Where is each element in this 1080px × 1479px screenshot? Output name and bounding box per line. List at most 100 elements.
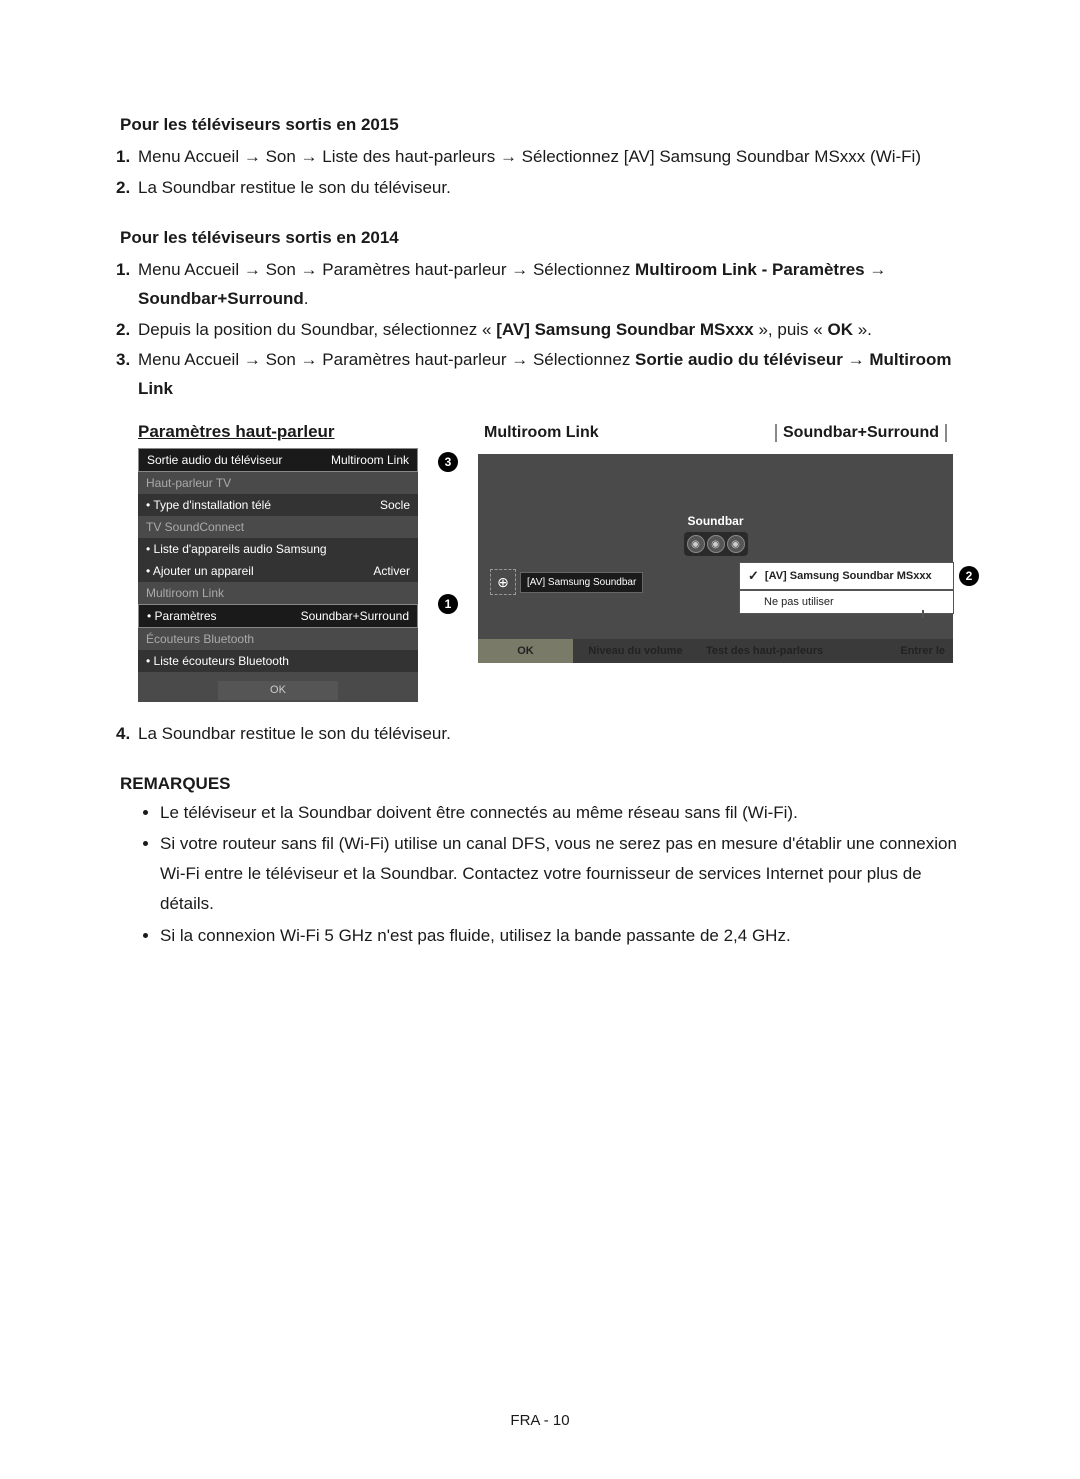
menu-row-multiroom: Multiroom Link bbox=[138, 582, 418, 604]
menu-row-parametres[interactable]: • Paramètres Soundbar+Surround bbox=[138, 604, 418, 628]
menu-label: • Type d'installation télé bbox=[146, 496, 271, 514]
step-text: Paramètres haut-parleur bbox=[318, 260, 512, 279]
steps-2014: 1. Menu Accueil → Son → Paramètres haut-… bbox=[120, 256, 960, 404]
bottom-bar: OK Niveau du volume Test des haut-parleu… bbox=[478, 639, 953, 663]
soundbar-label: Soundbar bbox=[684, 514, 748, 528]
menu-label: • Liste d'appareils audio Samsung bbox=[146, 540, 327, 558]
remarques-list: Le téléviseur et la Soundbar doivent êtr… bbox=[120, 798, 960, 951]
step-2014-2: 2. Depuis la position du Soundbar, sélec… bbox=[138, 316, 960, 345]
step-2014-3: 3. Menu Accueil → Son → Paramètres haut-… bbox=[138, 346, 960, 404]
arrow-icon: → bbox=[301, 260, 318, 279]
step-bold: [AV] Samsung Soundbar MSxxx bbox=[496, 320, 754, 339]
step-text: Sélectionnez bbox=[528, 260, 635, 279]
menu-row-audio-output[interactable]: Sortie audio du téléviseur Multiroom Link bbox=[138, 448, 418, 472]
step-2014-1: 1. Menu Accueil → Son → Paramètres haut-… bbox=[138, 256, 960, 314]
step-2015-1: 1. Menu Accueil → Son → Liste des haut-p… bbox=[138, 143, 960, 172]
add-speaker-icon[interactable]: ⊕ bbox=[490, 569, 516, 595]
callout-3: 3 bbox=[438, 452, 458, 472]
menu-value: Activer bbox=[373, 562, 410, 580]
arrow-icon: → bbox=[244, 350, 261, 369]
check-icon: ✓ bbox=[748, 568, 759, 584]
step-text: Son bbox=[261, 350, 301, 369]
step-text: La Soundbar restitue le son du téléviseu… bbox=[138, 178, 451, 197]
multiroom-header: Multiroom Link Soundbar+Surround bbox=[478, 422, 953, 444]
speaker-icon: ◉ bbox=[727, 535, 745, 553]
callout-1: 1 bbox=[438, 594, 458, 614]
dropdown-option-soundbar[interactable]: ✓ [AV] Samsung Soundbar MSxxx bbox=[739, 562, 954, 590]
steps-2014-cont: 4.La Soundbar restitue le son du télévis… bbox=[120, 720, 960, 749]
step-text: Sélectionnez bbox=[528, 350, 635, 369]
menu-label: • Liste écouteurs Bluetooth bbox=[146, 652, 289, 670]
header-right: Soundbar+Surround bbox=[775, 424, 947, 442]
menu-row-tv-speaker: Haut-parleur TV bbox=[138, 472, 418, 494]
arrow-icon: → bbox=[244, 147, 261, 166]
menu-row-device-list[interactable]: • Liste d'appareils audio Samsung bbox=[138, 538, 418, 560]
remarques-title: REMARQUES bbox=[120, 774, 960, 794]
menu-label: Écouteurs Bluetooth bbox=[146, 630, 254, 648]
step-text: », puis « bbox=[754, 320, 828, 339]
step-bold: Soundbar+Surround bbox=[138, 289, 304, 308]
header-left: Multiroom Link bbox=[484, 424, 599, 442]
step-text: Menu Accueil bbox=[138, 260, 244, 279]
menu-value: Multiroom Link bbox=[331, 451, 409, 469]
step-text: Sélectionnez [AV] Samsung Soundbar MSxxx… bbox=[517, 147, 921, 166]
step-text: La Soundbar restitue le son du téléviseu… bbox=[138, 724, 451, 743]
step-bold: OK bbox=[827, 320, 853, 339]
step-2015-2: 2.La Soundbar restitue le son du télévis… bbox=[138, 174, 960, 203]
volume-button[interactable]: Niveau du volume bbox=[573, 639, 698, 663]
arrow-icon: → bbox=[500, 147, 517, 166]
menu-label: • Ajouter un appareil bbox=[146, 562, 254, 580]
step-text: Paramètres haut-parleur bbox=[318, 350, 512, 369]
dropdown-indicator bbox=[922, 610, 924, 618]
menu-label: • Paramètres bbox=[147, 607, 217, 625]
step-text: Depuis la position du Soundbar, sélectio… bbox=[138, 320, 496, 339]
soundbar-box: Soundbar ◉ ◉ ◉ bbox=[684, 514, 748, 556]
arrow-icon: → bbox=[848, 350, 865, 369]
settings-panel-title: Paramètres haut-parleur bbox=[138, 422, 418, 442]
arrow-icon: → bbox=[301, 350, 318, 369]
menu-value: Socle bbox=[380, 496, 410, 514]
menu-row-add-device[interactable]: • Ajouter un appareil Activer bbox=[138, 560, 418, 582]
arrow-icon: → bbox=[869, 260, 886, 279]
step-text: Son bbox=[261, 147, 301, 166]
soundbar-dropdown: ✓[AV] Samsung Soundbar MSxxx Ne pas util… bbox=[739, 562, 954, 614]
menu-row-install-type[interactable]: • Type d'installation télé Socle bbox=[138, 494, 418, 516]
step-text: Menu Accueil bbox=[138, 350, 244, 369]
step-bold: Sortie audio du téléviseur bbox=[635, 350, 843, 369]
page-number: FRA - 10 bbox=[0, 1412, 1080, 1429]
arrow-icon: → bbox=[511, 350, 528, 369]
settings-panel: Paramètres haut-parleur Sortie audio du … bbox=[138, 422, 418, 702]
remarque-item: Si votre routeur sans fil (Wi-Fi) utilis… bbox=[160, 829, 960, 918]
settings-menu: Sortie audio du téléviseur Multiroom Link… bbox=[138, 448, 418, 702]
menu-row-bt-headphones: Écouteurs Bluetooth bbox=[138, 628, 418, 650]
section-2015-title: Pour les téléviseurs sortis en 2015 bbox=[120, 115, 960, 135]
step-2014-4: 4.La Soundbar restitue le son du télévis… bbox=[138, 720, 960, 749]
soundbar-icons: ◉ ◉ ◉ bbox=[684, 532, 748, 556]
arrow-icon: → bbox=[244, 260, 261, 279]
speaker-icon: ◉ bbox=[707, 535, 725, 553]
multiroom-diagram: Soundbar ◉ ◉ ◉ ⊕ [AV] Samsung Soundbar ✓… bbox=[478, 454, 953, 639]
left-callouts: 3 1 bbox=[438, 422, 458, 702]
arrow-icon: → bbox=[301, 147, 318, 166]
step-text: Liste des haut-parleurs bbox=[318, 147, 500, 166]
menu-label: Haut-parleur TV bbox=[146, 474, 231, 492]
ok-button[interactable]: OK bbox=[478, 639, 573, 663]
callout-2: 2 bbox=[959, 566, 979, 586]
menu-label: Multiroom Link bbox=[146, 584, 224, 602]
menu-value: Soundbar+Surround bbox=[301, 607, 409, 625]
dropdown-label: [AV] Samsung Soundbar MSxxx bbox=[765, 570, 932, 582]
step-text: Son bbox=[261, 260, 301, 279]
steps-2015: 1. Menu Accueil → Son → Liste des haut-p… bbox=[120, 143, 960, 203]
enter-button[interactable]: Entrer le bbox=[888, 639, 953, 663]
speaker-test-button[interactable]: Test des haut-parleurs bbox=[698, 639, 888, 663]
ok-button[interactable]: OK bbox=[218, 681, 338, 700]
menu-row-bt-list[interactable]: • Liste écouteurs Bluetooth bbox=[138, 650, 418, 672]
step-text: ». bbox=[853, 320, 872, 339]
section-2014-title: Pour les téléviseurs sortis en 2014 bbox=[120, 228, 960, 248]
menu-label: Sortie audio du téléviseur bbox=[147, 451, 282, 469]
av-soundbar-label[interactable]: [AV] Samsung Soundbar bbox=[520, 572, 643, 593]
menu-row-soundconnect: TV SoundConnect bbox=[138, 516, 418, 538]
remarque-item: Le téléviseur et la Soundbar doivent êtr… bbox=[160, 798, 960, 828]
arrow-icon: → bbox=[511, 260, 528, 279]
step-text: Menu Accueil bbox=[138, 147, 244, 166]
